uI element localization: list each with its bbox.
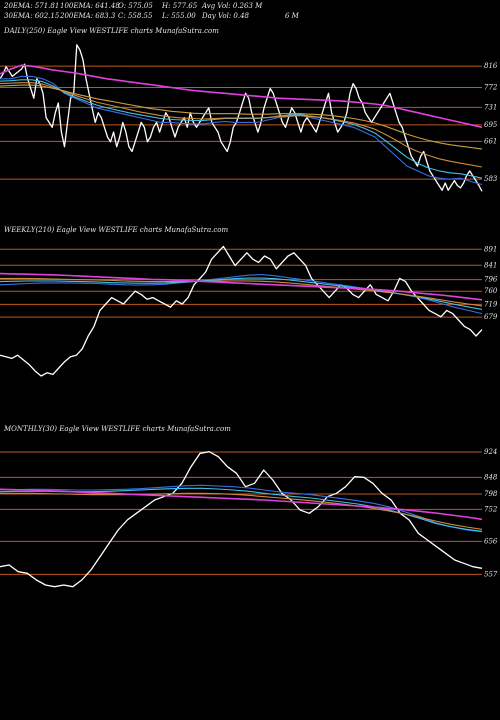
level-label-760: 760: [484, 287, 498, 295]
level-label-719: 719: [484, 300, 498, 308]
level-label-924: 924: [484, 448, 497, 456]
ema-line-magenta-0: [0, 64, 483, 129]
price-line-2: [0, 451, 483, 588]
price-line-1: [0, 245, 483, 377]
low-label: L: 555.00: [162, 12, 196, 20]
level-label-583: 583: [484, 175, 498, 183]
level-label-731: 731: [484, 103, 497, 111]
ema-line-orange-0: [0, 82, 483, 168]
dayvol-unit: 6 M: [285, 12, 299, 20]
level-label-891: 891: [484, 245, 497, 253]
daily-chart: 816 772 731 695 661 583: [0, 44, 498, 192]
level-label-752: 752: [484, 505, 498, 513]
monthly-chart: 924 848 798 752 656 557: [0, 448, 498, 588]
price-line-0: [0, 44, 483, 192]
open-label: O: 575.05: [118, 2, 153, 10]
ema-line-blue-0: [0, 75, 483, 186]
level-label-695: 695: [484, 121, 498, 129]
ema200-label: 200EMA: 683.3: [60, 12, 116, 20]
level-label-661: 661: [484, 137, 497, 145]
level-label-796: 796: [484, 276, 498, 284]
level-label-557: 557: [484, 570, 498, 578]
level-label-656: 656: [484, 537, 498, 545]
weekly-chart: 891 841 796 760 719 679: [0, 245, 498, 377]
level-label-679: 679: [484, 313, 498, 321]
ema-line-magenta-1: [0, 272, 483, 301]
ema-line-orange-2: [0, 492, 483, 530]
level-label-841: 841: [484, 261, 497, 269]
ema-line-magenta-2: [0, 488, 483, 521]
level-label-798: 798: [484, 490, 498, 498]
dayvol-label: Day Vol: 0.48: [202, 12, 250, 20]
monthly-chart-title: MONTHLY(30) Eagle View WESTLIFE charts M…: [4, 425, 231, 433]
ema100-label: 100EMA: 641.48: [60, 2, 120, 10]
ema-line-blue-2: [0, 484, 483, 533]
avgvol-label: Avg Vol: 0.263 M: [202, 2, 263, 10]
level-label-848: 848: [484, 473, 498, 481]
daily-chart-title: DAILY(250) Eagle View WESTLIFE charts Mu…: [4, 27, 219, 35]
weekly-chart-title: WEEKLY(210) Eagle View WESTLIFE charts M…: [4, 226, 229, 234]
ema-line-gold-0: [0, 84, 483, 150]
ema-line-orange-1: [0, 277, 483, 307]
high-label: H: 577.65: [162, 2, 198, 10]
ema20-label: 20EMA: 571.81: [4, 2, 60, 10]
level-label-772: 772: [484, 84, 498, 92]
close-label: C: 558.55: [118, 12, 153, 20]
ema30-label: 30EMA: 602.15: [4, 12, 60, 20]
level-label-816: 816: [484, 62, 498, 70]
